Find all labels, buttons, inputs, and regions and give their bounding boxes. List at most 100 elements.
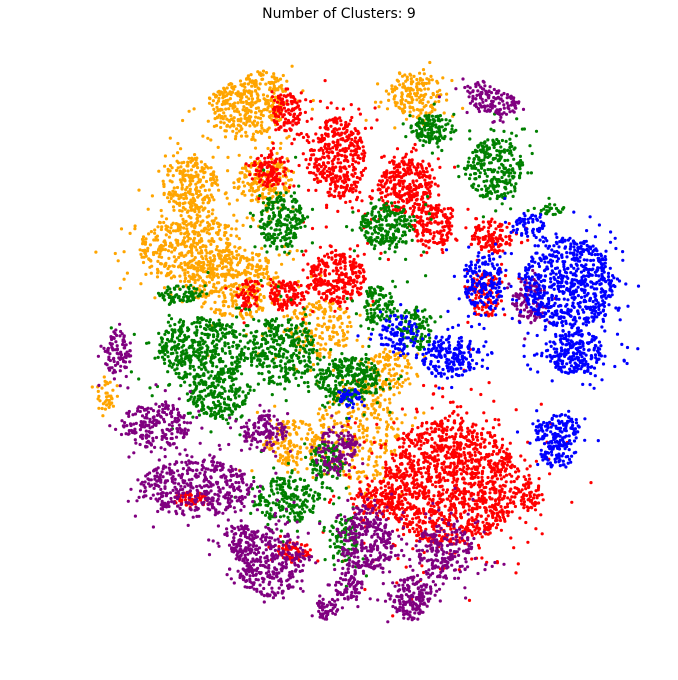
- scatter-point: [358, 480, 362, 484]
- scatter-point: [435, 501, 439, 505]
- scatter-point: [199, 193, 203, 197]
- scatter-point: [357, 161, 361, 165]
- scatter-point: [227, 118, 231, 122]
- scatter-point: [376, 430, 380, 434]
- scatter-point: [469, 485, 473, 489]
- scatter-point: [351, 168, 355, 172]
- scatter-point: [245, 120, 249, 124]
- scatter-point: [483, 491, 487, 495]
- scatter-point: [173, 275, 177, 279]
- scatter-point: [451, 492, 455, 496]
- scatter-point: [509, 480, 513, 484]
- scatter-point: [248, 271, 253, 276]
- scatter-point: [467, 490, 471, 494]
- scatter-point: [236, 101, 240, 105]
- scatter-point: [451, 474, 455, 478]
- scatter-point: [415, 179, 419, 183]
- scatter-point: [499, 528, 503, 532]
- scatter-point: [145, 249, 150, 253]
- scatter-point: [393, 183, 397, 187]
- scatter-point: [420, 564, 424, 568]
- scatter-point: [413, 438, 417, 442]
- scatter-point: [393, 201, 397, 205]
- scatter-point: [410, 462, 414, 466]
- scatter-point: [428, 60, 432, 65]
- scatter-point: [490, 476, 494, 480]
- scatter-point: [480, 437, 484, 441]
- scatter-point: [514, 571, 518, 575]
- scatter-point: [300, 437, 304, 441]
- scatter-point: [446, 231, 450, 235]
- scatter-point: [374, 408, 378, 413]
- scatter-point: [111, 404, 115, 408]
- scatter-point: [256, 99, 260, 103]
- scatter-point: [244, 130, 248, 134]
- scatter-point: [334, 431, 338, 435]
- scatter-point: [436, 81, 440, 85]
- scatter-point: [449, 527, 453, 531]
- scatter-point: [345, 128, 349, 132]
- scatter-point: [255, 286, 259, 290]
- scatter-point: [222, 99, 226, 103]
- scatter-point: [255, 265, 259, 269]
- scatter-point: [232, 290, 236, 294]
- scatter-point: [235, 275, 239, 279]
- scatter-point: [205, 251, 209, 255]
- scatter-point: [196, 219, 200, 223]
- scatter-point: [385, 178, 389, 182]
- scatter-point: [524, 487, 528, 491]
- scatter-point: [541, 498, 545, 502]
- scatter-point: [405, 371, 409, 375]
- scatter-point: [415, 77, 419, 82]
- scatter-point: [217, 96, 221, 100]
- scatter-point: [204, 179, 209, 184]
- scatter-point: [396, 168, 400, 172]
- scatter-point: [288, 444, 292, 448]
- scatter-point: [241, 223, 245, 227]
- scatter-point: [269, 98, 273, 102]
- scatter-point: [196, 266, 200, 270]
- scatter-point: [390, 485, 394, 489]
- scatter-point: [411, 466, 415, 470]
- scatter-point: [137, 188, 141, 192]
- scatter-point: [379, 446, 383, 450]
- scatter-point: [470, 425, 474, 429]
- scatter-point: [333, 422, 337, 426]
- scatter-point: [228, 102, 232, 106]
- scatter-point: [167, 264, 171, 268]
- scatter-point: [378, 401, 382, 405]
- scatter-point: [382, 407, 386, 412]
- scatter-point: [410, 198, 414, 202]
- scatter-point: [193, 245, 198, 249]
- scatter-point: [372, 464, 376, 468]
- scatter-point: [378, 455, 382, 459]
- scatter-point: [432, 176, 436, 180]
- scatter-point: [303, 110, 307, 114]
- scatter-point: [172, 186, 176, 190]
- scatter-point: [251, 132, 256, 136]
- scatter-point: [379, 191, 383, 195]
- scatter-point: [201, 279, 205, 283]
- scatter-point: [292, 184, 296, 188]
- scatter-point: [424, 212, 428, 216]
- scatter-point: [356, 445, 360, 449]
- scatter-point: [442, 427, 446, 431]
- scatter-point: [162, 184, 166, 189]
- scatter-point: [428, 432, 432, 437]
- scatter-point: [223, 231, 227, 235]
- scatter-point: [259, 299, 263, 303]
- scatter-point: [357, 470, 361, 474]
- scatter-point: [237, 237, 241, 241]
- scatter-point: [440, 248, 444, 252]
- scatter-point: [219, 261, 223, 265]
- scatter-point: [409, 73, 413, 77]
- scatter-point: [170, 250, 174, 254]
- scatter-point: [286, 102, 290, 106]
- scatter-point: [383, 347, 387, 351]
- scatter-point: [179, 232, 183, 236]
- scatter-point: [463, 509, 467, 513]
- scatter-point: [394, 478, 399, 482]
- scatter-point: [327, 355, 331, 359]
- scatter-point: [251, 218, 255, 222]
- scatter-point: [295, 456, 299, 460]
